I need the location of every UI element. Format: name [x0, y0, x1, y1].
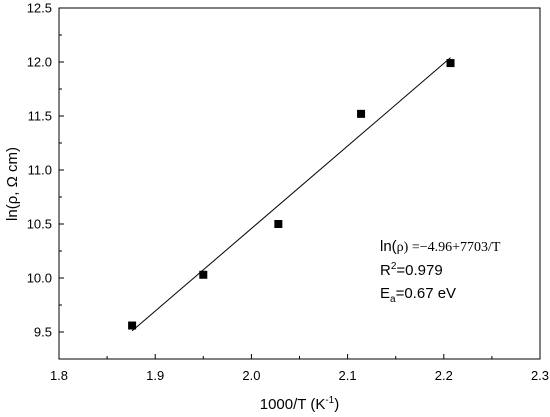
- y-tick-label: 10.5: [27, 217, 52, 232]
- y-tick-label: 9.5: [34, 325, 52, 340]
- plot-frame: [58, 7, 541, 360]
- x-tick-label: 2.0: [242, 368, 260, 383]
- x-tick-label: 2.1: [339, 368, 357, 383]
- activation-energy: Ea=0.67 eV: [380, 285, 456, 305]
- data-point: [199, 270, 208, 279]
- y-axis-title: ln(ρ, Ω cm): [4, 147, 21, 221]
- x-tick-label: 2.2: [435, 368, 453, 383]
- data-point: [274, 220, 283, 228]
- y-tick-label: 11.0: [28, 163, 52, 178]
- data-point: [128, 321, 137, 330]
- data-points: [128, 59, 455, 330]
- x-tick-label: 1.8: [50, 368, 68, 383]
- fit-equation: ln(ρ) =−4.96+7703/T: [380, 238, 501, 255]
- fit-annotation: ln(ρ) =−4.96+7703/T R2=0.979 Ea=0.67 eV: [380, 238, 501, 305]
- y-tick-label: 12.0: [27, 55, 52, 70]
- y-tick-label: 12.5: [27, 1, 52, 16]
- y-tick-label: 11.5: [28, 109, 52, 124]
- fit-line: [131, 57, 451, 332]
- r-squared: R2=0.979: [380, 261, 443, 279]
- x-axis-ticks: 1.8 1.9 2.0 2.1 2.2 2.3: [50, 354, 549, 383]
- x-tick-label: 1.9: [146, 368, 164, 383]
- data-point: [357, 109, 366, 118]
- data-point: [446, 59, 455, 68]
- x-axis-title: 1000/T (K-1): [260, 395, 340, 413]
- fit-line-group: [131, 57, 451, 332]
- x-tick-label: 2.3: [531, 368, 549, 383]
- y-tick-label: 10.0: [27, 271, 52, 286]
- y-axis-ticks: 9.5 10.0 10.5 11.0 11.5 12.0 12.5: [27, 1, 64, 340]
